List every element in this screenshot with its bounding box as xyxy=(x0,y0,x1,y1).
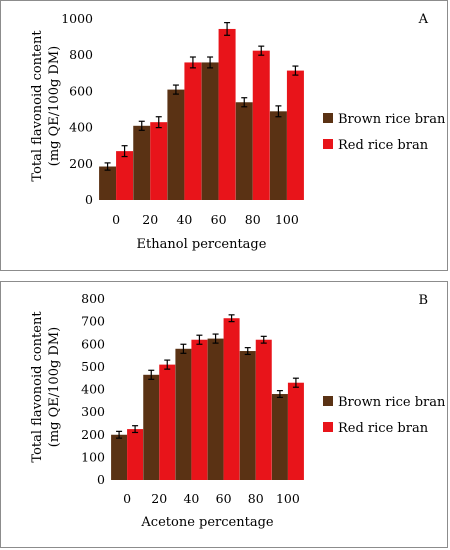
chart-b-legend-label: Brown rice bran xyxy=(338,395,446,410)
chart-b-bar xyxy=(271,394,288,480)
chart-b-bar xyxy=(207,338,224,480)
chart-b-bar xyxy=(175,348,192,480)
chart-a-legend-swatch xyxy=(323,113,333,123)
chart-panel-a: 0 200 400 600 800 1000 Total flavonoid content… xyxy=(0,0,448,271)
chart-a-x-tick-label: 100 xyxy=(275,212,299,227)
chart-a-legend-swatch xyxy=(323,139,333,149)
chart-b-y-tick-label: 300 xyxy=(81,404,105,419)
chart-a-y-axis-title-line: Total flavonoid content xyxy=(30,30,45,182)
chart-b-y-tick-label: 100 xyxy=(81,449,105,464)
chart-b-x-tick-label: 0 xyxy=(123,491,131,506)
chart-b-legend-swatch xyxy=(323,396,333,406)
chart-b-y-tick-label: 500 xyxy=(81,359,105,374)
chart-a-bar xyxy=(99,166,117,200)
chart-b-x-tick-label: 40 xyxy=(183,491,199,506)
chart-b-y-tick-label: 800 xyxy=(81,291,105,306)
chart-a-bar xyxy=(133,125,151,200)
chart-b-x-tick-label: 60 xyxy=(216,491,232,506)
chart-b-bar xyxy=(191,339,208,480)
chart-b-y-tick-label: 400 xyxy=(81,382,105,397)
chart-a-y-axis-title-line: (mg QE/100g DM) xyxy=(47,46,62,166)
chart-a-legend-label: Brown rice bran xyxy=(338,112,446,127)
chart-b-legend-label: Red rice bran xyxy=(338,421,429,436)
chart-b-bar xyxy=(143,374,160,480)
chart-b-bar xyxy=(111,434,128,480)
chart-a-y-tick-label: 0 xyxy=(85,192,93,207)
chart-panel-b: 0 100 200 300 400 500 600 700 800 Total flavonoid… xyxy=(0,281,448,548)
chart-b-bar xyxy=(223,318,240,480)
chart-b-bar xyxy=(255,339,272,480)
chart-b-bar xyxy=(239,351,256,480)
chart-b-bar xyxy=(127,429,144,480)
chart-b-y-tick-label: 0 xyxy=(97,472,105,487)
chart-b-bar xyxy=(159,364,176,480)
chart-a-y-tick-label: 600 xyxy=(69,83,93,98)
chart-a-x-tick-label: 20 xyxy=(142,212,158,227)
chart-a-bar xyxy=(218,28,236,200)
chart-a-y-axis-title: Total flavonoid content (mg QE/100g DM) xyxy=(30,30,62,182)
chart-b-panel-letter: B xyxy=(418,293,428,308)
chart-b-x-tick-label: 20 xyxy=(151,491,167,506)
chart-b-y-axis-title-line: (mg QE/100g DM) xyxy=(47,327,62,447)
chart-a-bar xyxy=(252,50,270,200)
chart-b-y-axis-title-line: Total flavonoid content xyxy=(30,311,45,463)
chart-b-y-tick-label: 700 xyxy=(81,314,105,329)
chart-a-bar xyxy=(150,122,168,200)
chart-b-y-tick-label: 200 xyxy=(81,427,105,442)
chart-b-y-axis-title: Total flavonoid content (mg QE/100g DM) xyxy=(30,311,62,463)
chart-b-legend-swatch xyxy=(323,422,333,432)
chart-a-x-tick-label: 60 xyxy=(211,212,227,227)
chart-a-bar xyxy=(235,102,253,200)
chart-a-legend-label: Red rice bran xyxy=(338,138,429,153)
chart-a-y-tick-label: 800 xyxy=(69,47,93,62)
chart-b-x-tick-label: 80 xyxy=(248,491,264,506)
chart-b-x-axis-title: Acetone percentage xyxy=(140,515,273,530)
chart-a-bar xyxy=(286,70,304,201)
chart-a-x-tick-label: 0 xyxy=(112,212,120,227)
chart-a-bar xyxy=(167,89,185,200)
chart-a-bar xyxy=(116,151,134,200)
chart-a-y-tick-label: 400 xyxy=(69,120,93,135)
chart-a-x-tick-label: 80 xyxy=(245,212,261,227)
chart-a-y-tick-label: 200 xyxy=(69,156,93,171)
chart-b-x-tick-label: 100 xyxy=(276,491,300,506)
chart-b-bar xyxy=(287,382,304,480)
chart-a-y-tick-label: 1000 xyxy=(61,11,93,26)
chart-a-x-tick-label: 40 xyxy=(176,212,192,227)
chart-a-x-axis-title: Ethanol percentage xyxy=(137,237,267,252)
chart-a-bar xyxy=(201,62,219,200)
chart-a-panel-letter: A xyxy=(418,12,429,27)
chart-b-y-tick-label: 600 xyxy=(81,336,105,351)
chart-a-bar xyxy=(184,62,202,200)
chart-a-bar xyxy=(269,111,287,200)
